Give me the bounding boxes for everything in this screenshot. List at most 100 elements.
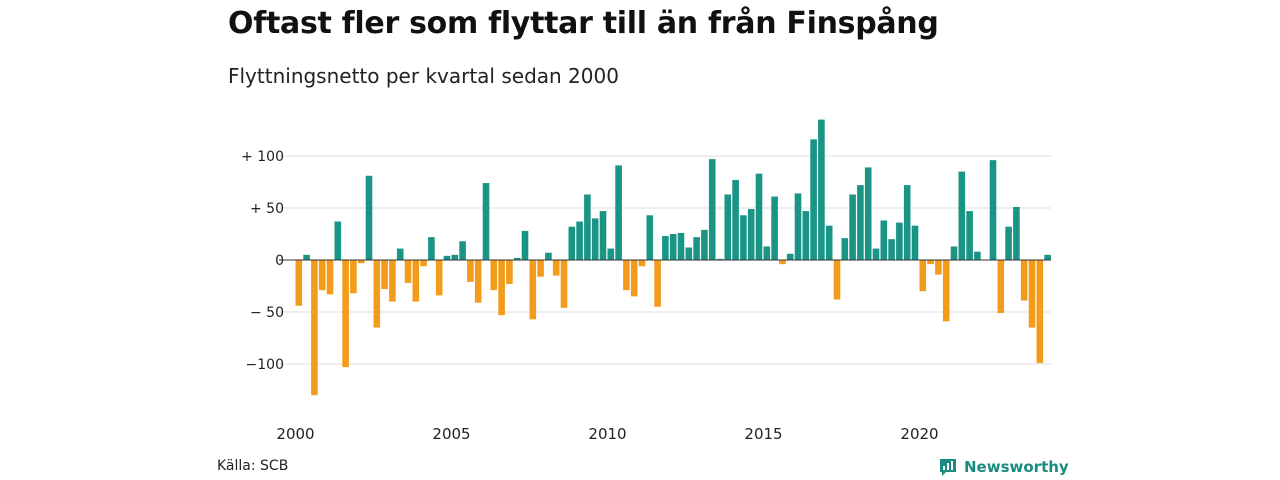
bar bbox=[810, 139, 817, 260]
bar bbox=[669, 234, 677, 260]
bar bbox=[513, 257, 521, 260]
bar bbox=[740, 215, 747, 260]
bar bbox=[357, 260, 365, 264]
bar bbox=[646, 215, 654, 260]
bar bbox=[506, 260, 513, 284]
bar bbox=[623, 260, 630, 291]
bar bbox=[989, 160, 997, 260]
y-axis-tick-labels: + 100 + 50 0 − 50 −100 bbox=[241, 149, 284, 373]
bar bbox=[545, 252, 552, 260]
y-tick-label: −100 bbox=[246, 357, 284, 373]
bar bbox=[529, 260, 537, 320]
bar bbox=[365, 175, 373, 260]
grid-lines bbox=[279, 155, 1051, 365]
bar bbox=[880, 220, 888, 260]
bar bbox=[474, 260, 482, 303]
bar bbox=[521, 230, 529, 260]
bar bbox=[763, 246, 771, 260]
bar bbox=[591, 218, 599, 260]
bar bbox=[1005, 226, 1012, 260]
bar bbox=[771, 196, 778, 260]
bar bbox=[396, 248, 404, 260]
bar bbox=[420, 260, 427, 267]
bar bbox=[1036, 260, 1044, 363]
bar bbox=[903, 185, 911, 260]
bar bbox=[295, 260, 303, 306]
bar bbox=[818, 119, 825, 260]
bar bbox=[342, 260, 349, 368]
bar bbox=[919, 260, 927, 292]
newsworthy-logo-icon bbox=[940, 459, 956, 476]
bar bbox=[568, 226, 576, 260]
bar bbox=[701, 229, 708, 260]
x-tick-label: 2005 bbox=[432, 425, 470, 443]
bar bbox=[833, 260, 841, 300]
bar bbox=[1020, 260, 1028, 301]
bar bbox=[498, 260, 505, 316]
bar bbox=[334, 221, 342, 260]
bar bbox=[615, 165, 622, 260]
bars bbox=[295, 119, 1051, 396]
bar bbox=[381, 260, 388, 290]
bar bbox=[490, 260, 498, 291]
chart-subtitle: Flyttningsnetto per kvartal sedan 2000 bbox=[228, 64, 619, 88]
brand[interactable]: Newsworthy bbox=[938, 456, 1069, 478]
bar bbox=[950, 246, 958, 260]
bar bbox=[443, 255, 451, 260]
bar bbox=[435, 260, 443, 296]
bar bbox=[630, 260, 638, 297]
bar bbox=[404, 260, 412, 283]
source-label: Källa: SCB bbox=[217, 458, 289, 474]
bar bbox=[537, 260, 544, 277]
x-tick-label: 2015 bbox=[744, 425, 782, 443]
bar bbox=[482, 183, 490, 260]
x-tick-label: 2010 bbox=[588, 425, 626, 443]
bar bbox=[779, 260, 786, 265]
bar bbox=[1013, 206, 1020, 260]
bar bbox=[896, 222, 903, 260]
bar bbox=[638, 260, 646, 267]
bar bbox=[708, 159, 716, 260]
bar bbox=[802, 211, 810, 260]
bar bbox=[1028, 260, 1036, 328]
bar bbox=[693, 237, 700, 260]
bar bbox=[732, 179, 739, 260]
bar bbox=[716, 258, 724, 260]
bar bbox=[311, 260, 318, 396]
bar bbox=[786, 253, 794, 260]
bar bbox=[451, 254, 459, 260]
bar bbox=[373, 260, 381, 328]
bar bbox=[318, 260, 326, 291]
y-tick-label: − 50 bbox=[250, 305, 284, 321]
bar bbox=[326, 260, 334, 295]
y-tick-label: + 100 bbox=[241, 149, 284, 165]
bar bbox=[997, 260, 1005, 314]
bar bbox=[654, 260, 661, 307]
bar bbox=[389, 260, 396, 302]
bar bbox=[428, 237, 435, 260]
bar bbox=[303, 254, 310, 260]
chart-title: Oftast fler som flyttar till än från Fin… bbox=[228, 6, 939, 41]
bar bbox=[755, 173, 763, 260]
bar bbox=[825, 225, 833, 260]
bar bbox=[747, 209, 755, 260]
bar bbox=[872, 248, 880, 260]
x-tick-label: 2000 bbox=[276, 425, 314, 443]
bar bbox=[584, 194, 591, 260]
bar bbox=[467, 260, 474, 282]
bar bbox=[911, 225, 919, 260]
bar bbox=[849, 194, 856, 260]
bar bbox=[599, 211, 607, 260]
bar bbox=[350, 260, 357, 294]
bar bbox=[1044, 254, 1051, 260]
bar bbox=[888, 239, 895, 260]
bar bbox=[958, 171, 966, 260]
x-axis-tick-labels: 2000 2005 2010 2015 2020 bbox=[276, 425, 938, 443]
bar bbox=[685, 247, 693, 260]
y-tick-label: + 50 bbox=[250, 201, 284, 217]
brand-name: Newsworthy bbox=[964, 458, 1069, 476]
bar bbox=[576, 221, 583, 260]
bar bbox=[607, 248, 615, 260]
bar bbox=[794, 193, 802, 260]
